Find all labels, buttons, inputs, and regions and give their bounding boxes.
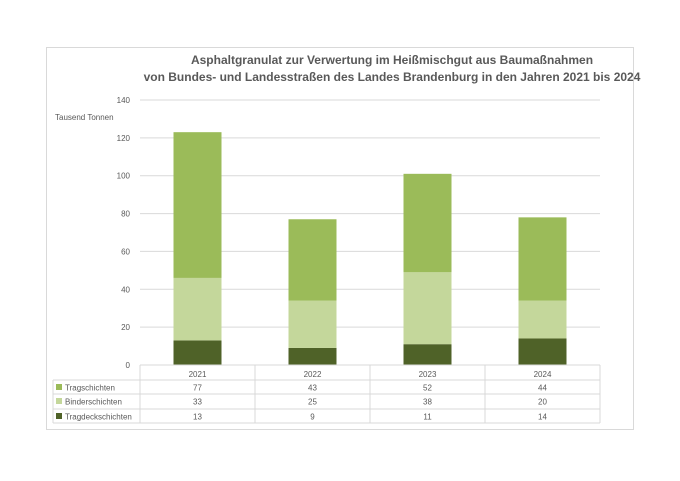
data-label: 14 (538, 413, 547, 422)
bar-segment-tragschichten-2021 (173, 132, 222, 278)
data-label: 20 (538, 398, 547, 407)
y-tick-label: 60 (121, 247, 130, 256)
legend-label: Tragschichten (65, 384, 115, 393)
legend-key-tragdeckschichten (56, 413, 62, 419)
y-tick-label: 80 (121, 210, 130, 219)
bar-segment-binderschichten-2024 (518, 300, 567, 339)
bar-segment-binderschichten-2021 (173, 277, 222, 341)
bar-segment-tragdeckschichten-2021 (173, 340, 222, 365)
legend-key-binderschichten (56, 398, 62, 404)
data-label: 11 (423, 413, 432, 422)
y-axis-label: Tausend Tonnen (55, 113, 114, 122)
chart-title-line2: von Bundes- und Landesstraßen des Landes… (144, 70, 641, 84)
bar-segment-tragdeckschichten-2023 (403, 344, 452, 365)
data-label: 52 (423, 384, 432, 393)
data-label: 38 (423, 398, 432, 407)
legend-label: Binderschichten (65, 398, 122, 407)
data-label: 77 (193, 384, 202, 393)
bar-segment-tragdeckschichten-2022 (288, 347, 337, 365)
chart-frame (46, 47, 634, 430)
data-label: 33 (193, 398, 202, 407)
y-tick-label: 140 (117, 96, 131, 105)
bar-segment-binderschichten-2022 (288, 300, 337, 348)
x-tick-label: 2023 (419, 370, 437, 379)
bar-segment-tragdeckschichten-2024 (518, 338, 567, 365)
bar-segment-binderschichten-2023 (403, 272, 452, 345)
bar-segment-tragschichten-2022 (288, 219, 337, 301)
bar-segment-tragschichten-2023 (403, 173, 452, 273)
y-tick-label: 0 (126, 361, 131, 370)
x-tick-label: 2024 (534, 370, 552, 379)
legend-key-tragschichten (56, 384, 62, 390)
y-tick-label: 20 (121, 323, 130, 332)
y-tick-label: 40 (121, 285, 130, 294)
data-label: 43 (308, 384, 317, 393)
bar-segment-tragschichten-2024 (518, 217, 567, 301)
data-label: 9 (310, 413, 315, 422)
legend-label: Tragdeckschichten (65, 413, 132, 422)
y-tick-label: 120 (117, 134, 131, 143)
chart-title-line1: Asphaltgranulat zur Verwertung im Heißmi… (191, 53, 593, 67)
data-label: 25 (308, 398, 317, 407)
data-label: 44 (538, 384, 547, 393)
x-tick-label: 2022 (304, 370, 322, 379)
y-tick-label: 100 (117, 172, 131, 181)
x-tick-label: 2021 (189, 370, 207, 379)
data-label: 13 (193, 413, 202, 422)
